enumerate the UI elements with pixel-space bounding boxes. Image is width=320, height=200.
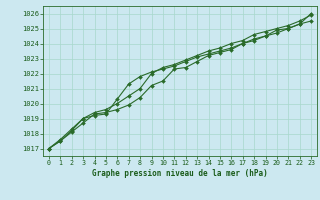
X-axis label: Graphe pression niveau de la mer (hPa): Graphe pression niveau de la mer (hPa) — [92, 169, 268, 178]
